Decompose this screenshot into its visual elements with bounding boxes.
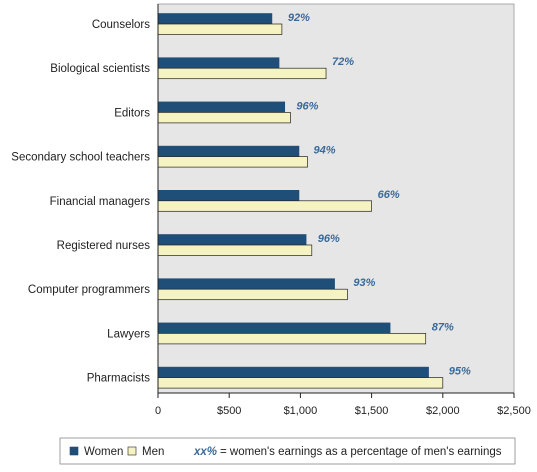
x-tick-label: $2,000 [426,405,460,417]
category-label: Registered nurses [57,240,151,252]
category-label: Computer programmers [28,284,150,296]
bar-men [157,333,427,345]
percent-label: 93% [353,277,375,289]
category-label: Counselors [92,19,150,31]
category-label: Pharmacists [87,373,151,385]
percent-label: 96% [296,100,318,112]
bar-women [157,322,391,334]
bar-men [157,244,313,256]
bar-men [157,200,372,212]
category-label: Financial managers [50,196,151,208]
category-label: Editors [114,107,150,119]
bar-men [157,377,444,389]
bar-men [157,67,327,80]
bars [157,13,444,389]
bar-women [157,278,335,290]
percent-label: 94% [314,145,336,157]
bar-men [157,156,308,168]
legend-pct-key: xx% [193,446,217,458]
percent-labels: 92% 72% 96% 94% 66% 96% 93% 87% 95% [288,12,471,378]
legend-pct-description: = women's earnings as a percentage of me… [220,446,502,458]
bar-women [157,57,280,69]
legend-label-men: Men [142,446,164,458]
legend-swatch-women [69,446,79,456]
percent-label: 72% [332,56,354,68]
x-axis-ticks: 0 $500 $1,000 $1,500 $2,000 $2,500 [155,393,531,417]
legend: Women Men xx% = women's earnings as a pe… [59,437,516,465]
x-tick-label: $1,000 [284,405,318,417]
legend-swatch-men [127,446,137,456]
percent-label: 96% [318,233,340,245]
x-tick-label: $500 [217,405,241,417]
bar-women [157,145,300,157]
y-axis-labels: Counselors Biological scientists Editors Se… [11,19,150,385]
x-tick-label: $2,500 [497,405,531,417]
legend-label-women: Women [84,446,123,458]
percent-label: 87% [432,321,454,333]
bar-women [157,101,286,113]
bar-women [157,190,300,202]
category-label: Secondary school teachers [11,152,150,164]
x-tick-label: 0 [155,405,161,417]
category-label: Biological scientists [50,63,150,75]
category-label: Lawyers [107,328,150,340]
bar-men [157,288,348,301]
bar-men [157,112,291,124]
bar-women [157,234,307,246]
percent-label: 66% [378,189,400,201]
percent-label: 95% [449,366,471,378]
bar-women [157,13,273,25]
percent-label: 92% [288,12,310,24]
bar-men [157,23,283,35]
bar-women [157,366,429,378]
x-tick-label: $1,500 [355,405,389,417]
